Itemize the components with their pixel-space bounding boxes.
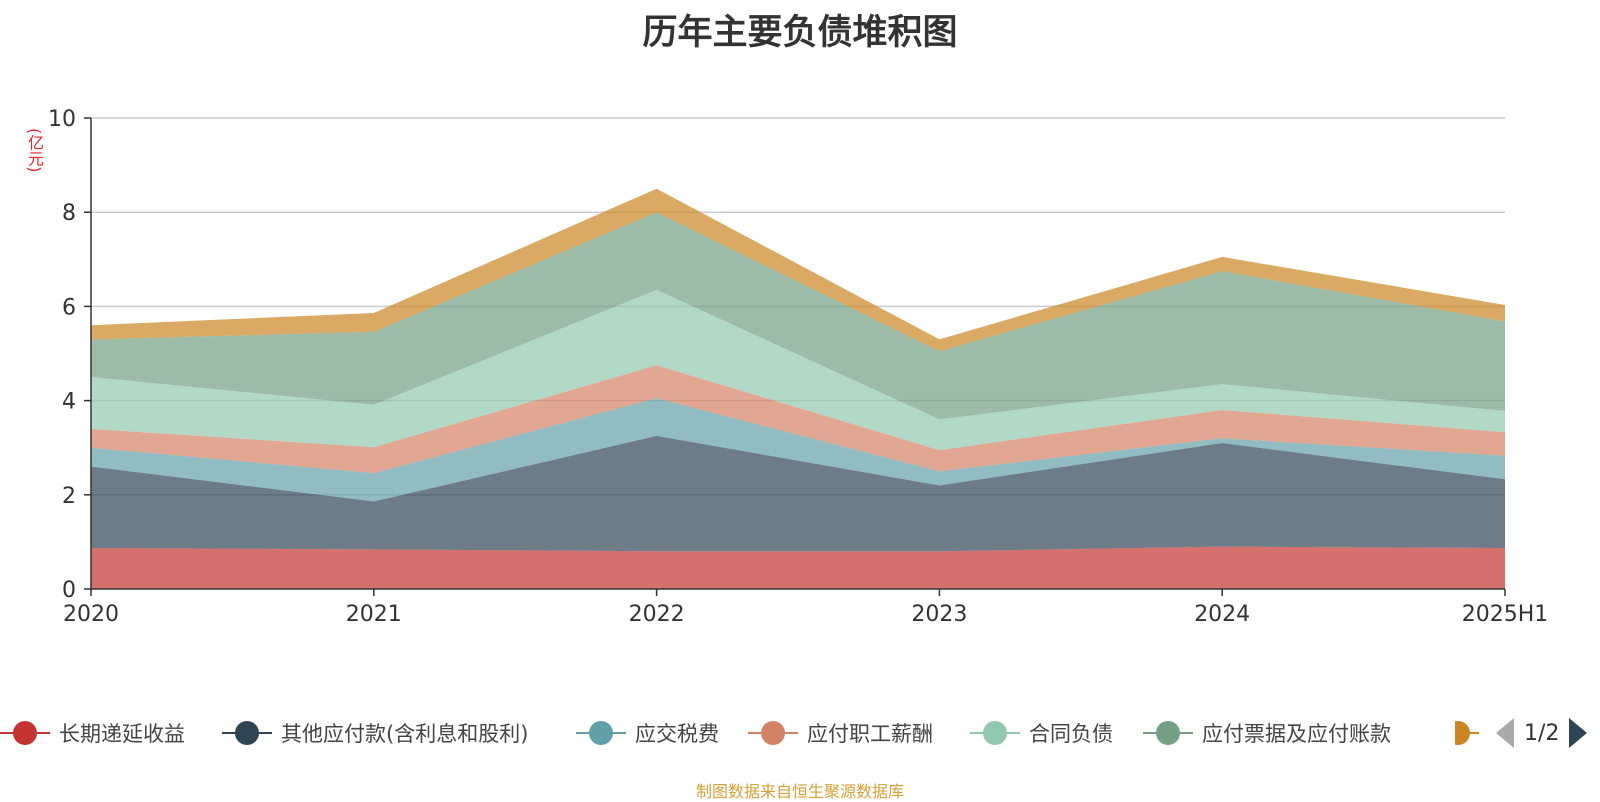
- x-tick-label: 2021: [346, 602, 402, 627]
- series-area-2: [91, 398, 1505, 502]
- series-areas: [91, 188, 1505, 589]
- legend-item[interactable]: 长期递延收益: [0, 713, 185, 753]
- legend-item[interactable]: 其他应付款(含利息和股利): [222, 713, 528, 753]
- y-axis-unit: (亿元): [25, 127, 44, 173]
- legend-label: 应交税费: [635, 722, 719, 746]
- series-area-6: [91, 188, 1505, 352]
- legend-marker-icon: [576, 718, 626, 748]
- y-tick-label: 4: [62, 390, 76, 415]
- axes: 0 2 4 6 8 10 2020 2021 2022 2023 2024 2025H1: [48, 107, 1548, 627]
- legend-item[interactable]: 应付票据及应付账款: [1143, 713, 1391, 753]
- legend-label: 合同负债: [1029, 722, 1113, 746]
- y-tick-label: 0: [62, 578, 76, 603]
- y-tick-label: 6: [62, 295, 76, 320]
- x-tick-label: 2025H1: [1462, 602, 1549, 627]
- legend: 长期递延收益 其他应付款(含利息和股利) 应交税费 应付职工薪酬 合同负债 应付票据及应付…: [0, 713, 1600, 753]
- series-area-1: [91, 435, 1505, 552]
- legend-label: 应付票据及应付账款: [1202, 722, 1391, 746]
- y-tick-label: 2: [62, 484, 76, 509]
- series-area-3: [91, 365, 1505, 474]
- series-area-0: [91, 546, 1505, 589]
- legend-item[interactable]: 应付职工薪酬: [748, 713, 933, 753]
- x-tick-label: 2024: [1194, 602, 1250, 627]
- x-tick-label: 2023: [911, 602, 967, 627]
- y-tick-label: 8: [62, 201, 76, 226]
- chart-title: 历年主要负债堆积图: [642, 13, 958, 53]
- legend-label: 其他应付款(含利息和股利): [281, 722, 529, 746]
- legend-label: 应付职工薪酬: [807, 722, 933, 746]
- x-tick-label: 2020: [63, 602, 119, 627]
- legend-page-indicator: 1/2: [1524, 720, 1560, 746]
- x-tick-label: 2022: [629, 602, 685, 627]
- legend-next-icon[interactable]: [1569, 718, 1588, 748]
- legend-marker-icon: [970, 718, 1020, 748]
- legend-item-clipped[interactable]: [1455, 713, 1479, 753]
- legend-item[interactable]: 应交税费: [576, 713, 719, 753]
- y-tick-label: 10: [48, 107, 76, 132]
- legend-pager: 1/2: [1496, 713, 1588, 753]
- series-area-4: [91, 289, 1505, 451]
- legend-marker-icon: [748, 718, 798, 748]
- series-area-5: [91, 212, 1505, 420]
- legend-label: 长期递延收益: [59, 722, 185, 746]
- legend-prev-icon[interactable]: [1496, 718, 1514, 748]
- legend-marker-icon: [0, 718, 50, 748]
- legend-marker-icon: [1143, 718, 1193, 748]
- legend-item[interactable]: 合同负债: [970, 713, 1113, 753]
- legend-marker-icon: [222, 718, 272, 748]
- source-note: 制图数据来自恒生聚源数据库: [695, 782, 904, 801]
